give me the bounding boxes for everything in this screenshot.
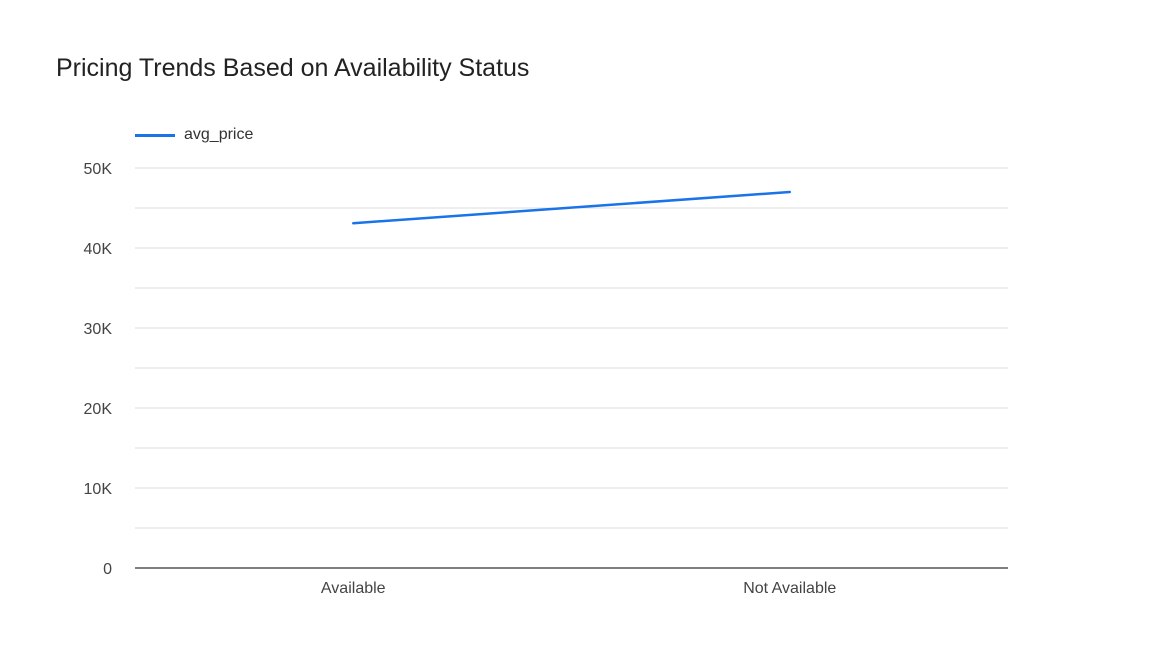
y-tick-label: 20K	[84, 401, 113, 418]
chart-title: Pricing Trends Based on Availability Sta…	[56, 54, 530, 82]
y-tick-label: 10K	[84, 481, 113, 498]
legend-label-avg-price: avg_price	[184, 126, 254, 143]
legend-swatch-avg-price	[135, 133, 175, 137]
x-tick-label: Not Available	[743, 580, 836, 597]
y-tick-label: 50K	[84, 161, 113, 178]
chart-legend: avg_price	[135, 126, 253, 144]
series-line-avg_price	[352, 190, 791, 225]
x-tick-label: Available	[321, 580, 386, 597]
y-tick-label: 0	[103, 561, 112, 578]
y-tick-label: 40K	[84, 241, 113, 258]
y-tick-label: 30K	[84, 321, 113, 338]
